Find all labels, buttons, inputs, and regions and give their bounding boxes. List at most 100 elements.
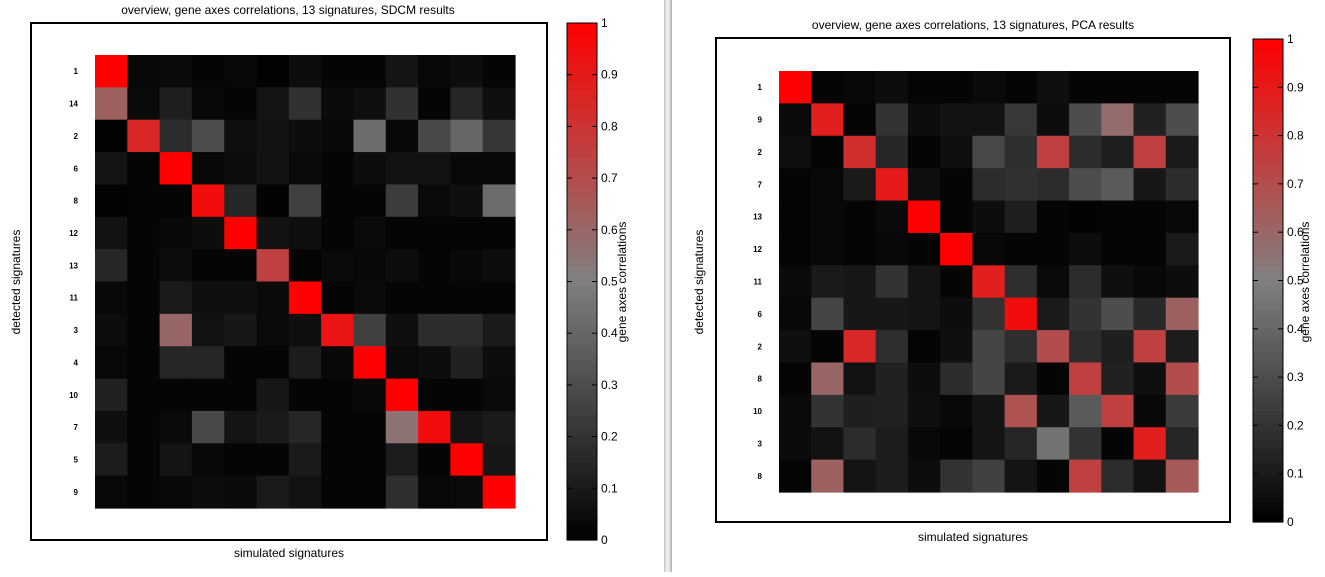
heatmap-cell: [418, 152, 451, 186]
heatmap-cell: [159, 346, 193, 380]
colorbar-segment: [567, 64, 597, 71]
heatmap-cell: [1036, 427, 1070, 461]
heatmap-cell: [385, 313, 419, 347]
colorbar-segment: [1253, 174, 1283, 180]
heatmap-cell: [256, 475, 290, 509]
heatmap-cell: [1165, 71, 1199, 104]
heatmap-cell: [482, 249, 516, 283]
heatmap-cell: [159, 410, 193, 444]
colorbar-segment: [567, 467, 597, 474]
y-axis-label: detected signatures: [9, 230, 23, 335]
heatmap-cell: [482, 216, 516, 250]
colorbar: 0 0.1 0.2 0.3 0.4 0.5 0.6 0.7 0.8 0.9 1: [1252, 32, 1304, 529]
heatmap-cell: [1133, 427, 1167, 461]
colorbar-segment: [1253, 299, 1283, 306]
colorbar-segment: [567, 95, 597, 102]
heatmap-cell: [843, 200, 877, 234]
heatmap-cell: [321, 475, 355, 509]
heatmap-cell: [1004, 427, 1038, 461]
heatmap-cell: [1036, 330, 1070, 364]
heatmap-cell: [288, 119, 322, 153]
heatmap-cell: [418, 410, 451, 444]
row-label: 3: [758, 439, 763, 448]
colorbar-segment: [567, 110, 597, 117]
heatmap-cell: [450, 184, 484, 218]
colorbar-segment: [567, 188, 597, 195]
colorbar-segment: [567, 157, 597, 164]
heatmap-cell: [321, 249, 355, 283]
colorbar-segment: [567, 167, 597, 174]
heatmap-cell: [127, 55, 161, 88]
colorbar-segment: [567, 250, 597, 257]
panel-divider[interactable]: [664, 0, 672, 572]
heatmap-cell: [907, 232, 941, 266]
colorbar-segment: [1253, 319, 1283, 325]
heatmap-cell: [256, 55, 290, 88]
heatmap-cell: [1004, 71, 1038, 104]
x-axis-label: simulated signatures: [918, 530, 1028, 544]
chart-title: overview, gene axes correlations, 13 sig…: [121, 3, 455, 17]
colorbar-segment: [1253, 362, 1283, 369]
heatmap-cell: [159, 249, 193, 283]
heatmap-cell: [256, 216, 290, 250]
colorbar-segment: [1253, 454, 1283, 460]
colorbar-segment: [1253, 212, 1283, 219]
heatmap-cell: [385, 475, 419, 509]
heatmap-cell: [418, 184, 451, 218]
colorbar-segment: [1253, 328, 1283, 335]
heatmap-cell: [1069, 135, 1102, 169]
heatmap-cell: [127, 87, 161, 121]
colorbar-segment: [1253, 294, 1283, 301]
heatmap-cell: [1004, 394, 1038, 428]
pca-heatmap-panel: overview, gene axes correlations, 13 sig…: [672, 0, 1325, 572]
heatmap-cell: [95, 119, 128, 153]
colorbar-segment: [567, 255, 597, 262]
colorbar-segment: [567, 229, 597, 236]
row-label: 1: [758, 83, 763, 92]
heatmap-cell: [779, 265, 812, 299]
heatmap-cell: [418, 313, 451, 347]
colorbar-segment: [567, 141, 597, 148]
row-label: 2: [74, 132, 79, 141]
heatmap-cell: [1004, 362, 1038, 396]
heatmap-cell: [95, 55, 128, 88]
heatmap-cell: [875, 394, 909, 428]
colorbar-segment: [567, 131, 597, 138]
heatmap-cell: [127, 281, 161, 315]
colorbar-segment: [567, 400, 597, 407]
row-label: 8: [758, 375, 763, 384]
colorbar-segment: [567, 307, 597, 314]
colorbar-label: gene axes correlations: [615, 222, 629, 343]
heatmap-cell: [288, 216, 322, 250]
heatmap-cell: [1036, 200, 1070, 234]
heatmap-cell: [256, 313, 290, 347]
colorbar-segment: [1253, 150, 1283, 156]
colorbar-segment: [567, 503, 597, 510]
row-label: 9: [74, 488, 79, 497]
heatmap-cell: [1004, 330, 1038, 364]
heatmap-cell: [256, 281, 290, 315]
heatmap-cell: [1069, 459, 1102, 493]
colorbar-segment: [567, 524, 597, 531]
colorbar-segment: [567, 317, 597, 324]
heatmap-cell: [191, 55, 225, 88]
heatmap-cell: [811, 362, 845, 396]
colorbar-segment: [1253, 352, 1283, 359]
heatmap-cell: [843, 168, 877, 202]
heatmap-cell: [224, 55, 258, 88]
colorbar-segment: [567, 328, 597, 334]
heatmap-cell: [1069, 71, 1102, 104]
colorbar-segment: [567, 48, 597, 55]
heatmap-cell: [159, 87, 193, 121]
heatmap-cell: [482, 443, 516, 477]
heatmap-cell: [1133, 265, 1167, 299]
heatmap-cell: [972, 330, 1006, 364]
row-labels: 1 14 2 6 8 12 13 11 3 4 10 7 5 9: [69, 67, 78, 497]
colorbar-segment: [1253, 473, 1283, 480]
heatmap-cell: [321, 55, 355, 88]
heatmap-cell: [1004, 200, 1038, 234]
colorbar-segment: [567, 369, 597, 376]
heatmap-cell: [972, 232, 1006, 266]
colorbar-segment: [1253, 512, 1283, 518]
heatmap-cell: [482, 378, 516, 412]
